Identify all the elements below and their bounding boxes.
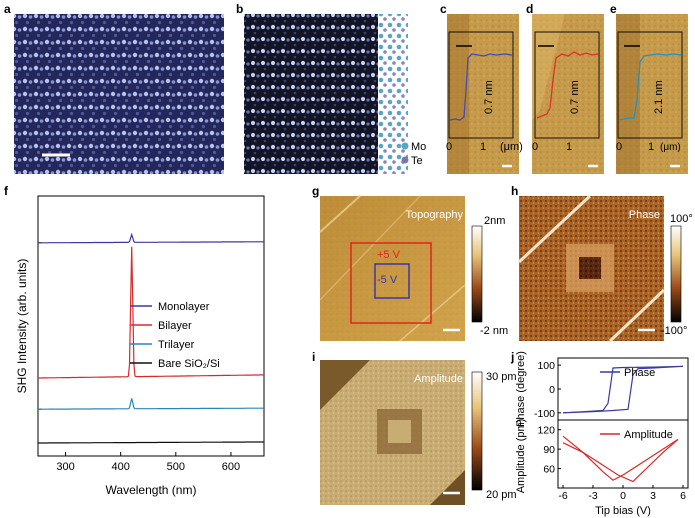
profile-line-d — [536, 51, 599, 119]
jBot-ytick-1: 90 — [543, 444, 555, 456]
f-legend-label-0: Monolayer — [158, 301, 210, 313]
f-xtick-3: 600 — [222, 461, 240, 473]
panel-label-c: c — [440, 2, 447, 16]
i-title: Amplitude — [414, 373, 463, 385]
panel-h-phase — [517, 194, 666, 343]
d-tick-1: 1 — [566, 141, 572, 153]
i-cbar-max: 30 pm — [486, 371, 517, 383]
legend-mo: Mo — [411, 141, 426, 153]
panel-label-b: b — [236, 2, 244, 16]
jBot-ytick-2: 60 — [543, 464, 555, 476]
e-unit: (μm) — [660, 142, 681, 153]
jTop-loop-forward — [562, 365, 684, 414]
panel-label-i: i — [312, 350, 316, 364]
d-tick-0: 0 — [532, 141, 538, 153]
j-top-ylabel: Phase (degree) — [515, 351, 527, 427]
panel-i-amplitude — [320, 360, 465, 505]
e-tick-1: 1 — [648, 141, 654, 153]
panel-label-f: f — [4, 184, 8, 198]
panel-a-stm-image — [14, 14, 224, 174]
panel-label-j: j — [511, 350, 515, 364]
f-xtick-1: 400 — [112, 461, 130, 473]
f-series-line-3 — [38, 441, 264, 444]
profile-line-c — [449, 53, 513, 121]
g-box-outer-label: +5 V — [377, 249, 401, 261]
j-xlabel: Tip bias (V) — [595, 505, 651, 517]
i-colorbar — [471, 371, 483, 491]
jTop-ytick-2: -100 — [534, 408, 555, 420]
c-tick-1: 1 — [480, 141, 486, 153]
jBot-xtick-2: 0 — [620, 490, 626, 502]
jBot-xtick-0: -6 — [558, 490, 567, 502]
g-colorbar — [471, 225, 483, 323]
jBot-ytick-0: 120 — [537, 425, 555, 437]
poling-box-outer — [350, 242, 432, 324]
c-tick-0: 0 — [446, 141, 452, 153]
panel-e-afm: 2.1 nm 0 1 (μm) — [616, 14, 688, 174]
f-xtick-2: 500 — [167, 461, 185, 473]
h-cbar-min: -100° — [661, 325, 687, 337]
panel-label-e: e — [610, 2, 617, 16]
jBot-xtick-4: 6 — [680, 490, 686, 502]
height-label-d: 0.7 nm — [569, 80, 581, 114]
jTop-ytick-0: 100 — [537, 360, 555, 372]
panel-label-g: g — [312, 184, 320, 198]
cd-unit: (μm) — [500, 141, 523, 153]
f-series-line-1 — [38, 246, 264, 379]
f-axes-frame — [37, 195, 265, 457]
h-title: Phase — [629, 209, 660, 221]
te-atom-icon — [401, 156, 409, 164]
g-cbar-min: -2 nm — [480, 325, 508, 337]
f-legend-label-2: Trilayer — [158, 339, 195, 351]
f-series-line-0 — [38, 232, 264, 244]
j-bottom-ylabel: Amplitude (pm) — [515, 419, 527, 494]
h-cbar-max: 100° — [670, 213, 693, 225]
f-series-line-2 — [38, 398, 264, 410]
jBot-xtick-1: -3 — [588, 490, 597, 502]
panel-f-shg-chart: 300 400 500 600 Monolayer Bilayer Trilayer Bar… — [37, 195, 265, 473]
i-cbar-min: 20 pm — [486, 489, 517, 501]
poling-box-inner — [374, 263, 410, 299]
g-cbar-max: 2nm — [484, 215, 505, 227]
f-legend-label-1: Bilayer — [158, 320, 192, 332]
height-label-e: 2.1 nm — [653, 80, 665, 114]
height-label-c: 0.7 nm — [483, 80, 495, 114]
legend-te: Te — [411, 155, 423, 167]
g-box-inner-label: -5 V — [377, 274, 398, 286]
panel-label-d: d — [526, 2, 534, 16]
panel-label-a: a — [4, 2, 11, 16]
panel-j-hysteresis: 100 0 -100 Phase 120 90 60 -6 -3 0 3 6 Amplitude — [534, 357, 689, 502]
h-colorbar — [670, 225, 682, 323]
jBot-loop-forward — [562, 438, 679, 483]
g-title: Topography — [406, 209, 464, 221]
profile-line-e — [618, 53, 682, 121]
e-tick-0: 0 — [616, 141, 622, 153]
jTop-legend-label: Phase — [624, 367, 655, 379]
panel-c-afm: 0.7 nm 0 1 — [446, 14, 519, 174]
jBot-legend-label: Amplitude — [624, 429, 673, 441]
mo-atom-icon — [401, 142, 409, 150]
jTop-ytick-1: 0 — [549, 384, 555, 396]
f-xlabel: Wavelength (nm) — [106, 483, 197, 497]
jTop-loop-backward — [562, 365, 684, 414]
panel-d-afm: 0.7 nm 0 1 — [532, 14, 604, 174]
f-ylabel: SHG Intensity (arb. units) — [15, 259, 29, 394]
jBot-xtick-3: 3 — [650, 490, 656, 502]
panel-label-h: h — [511, 184, 519, 198]
jBot-loop-backward — [562, 435, 679, 481]
f-xtick-0: 300 — [56, 461, 74, 473]
panel-b-simulated-image — [244, 14, 409, 174]
f-legend-label-3: Bare SiO₂/Si — [158, 358, 220, 370]
panel-g-topography — [319, 195, 466, 342]
